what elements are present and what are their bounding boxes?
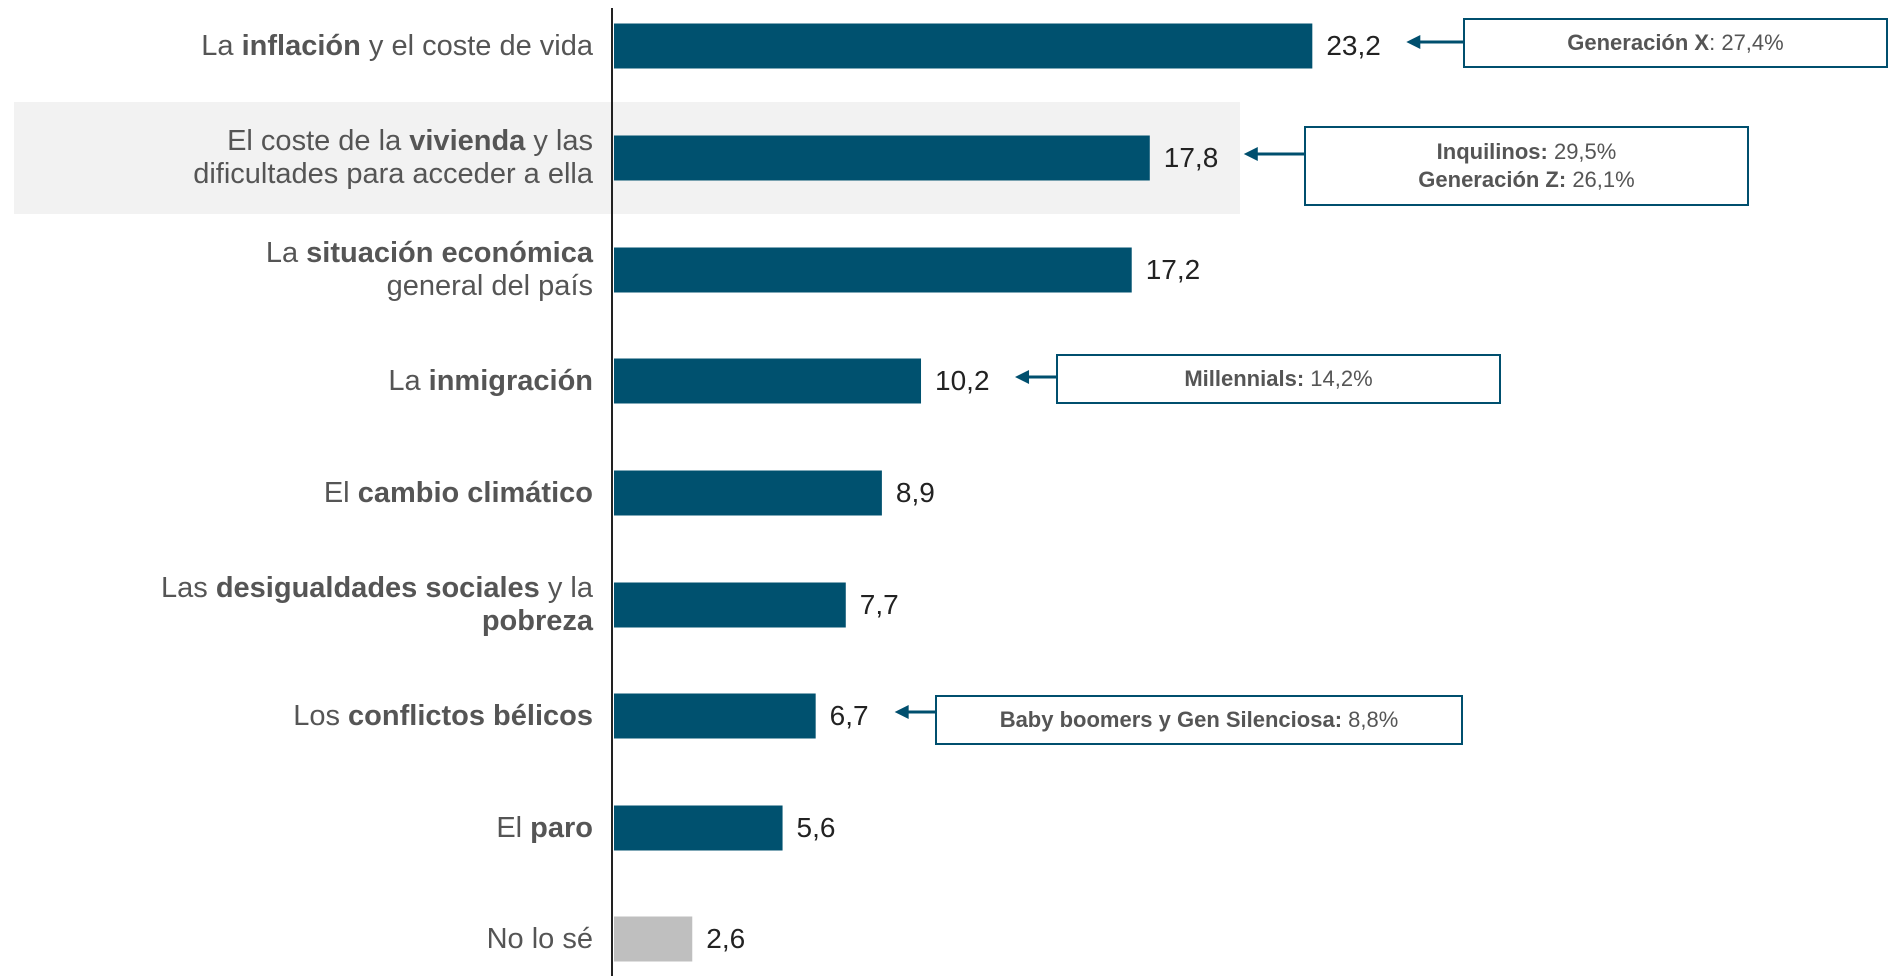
bar	[614, 693, 816, 739]
callout-arrow-head	[1015, 370, 1030, 384]
bar	[614, 470, 882, 516]
callout-line: Inquilinos: 29,5%	[1436, 139, 1617, 164]
bar	[614, 805, 783, 851]
category-label: No lo sé	[486, 922, 593, 955]
callout-line: Baby boomers y Gen Silenciosa: 8,8%	[999, 707, 1399, 732]
callout-box: Millennials: 14,2%	[1056, 354, 1501, 404]
bar	[614, 247, 1132, 293]
callout-line: Generación Z: 26,1%	[1418, 167, 1635, 192]
value-label: 5,6	[796, 812, 836, 843]
value-label: 7,7	[859, 589, 899, 620]
category-label: Los conflictos bélicos	[293, 699, 593, 732]
value-label: 23,2	[1326, 30, 1381, 61]
bar	[614, 358, 922, 404]
bar	[614, 23, 1313, 69]
category-label: El paro	[496, 811, 593, 844]
category-label: El coste de la vivienda y las dificultade…	[193, 125, 593, 190]
category-label: La inflación y el coste de vida	[201, 29, 593, 62]
callout-box: Inquilinos: 29,5% Generación Z: 26,1%	[1304, 126, 1749, 206]
callout-line: Millennials: 14,2%	[1184, 366, 1373, 391]
bar	[614, 916, 693, 962]
value-label: 2,6	[706, 923, 746, 954]
bar	[614, 582, 846, 628]
callout-box: Baby boomers y Gen Silenciosa: 8,8%	[935, 695, 1463, 745]
category-label: La situación económica general del país	[265, 237, 593, 302]
value-label: 17,2	[1145, 254, 1201, 285]
category-label: El cambio climático	[323, 476, 593, 509]
category-label: La inmigración	[388, 364, 593, 397]
callout-line: Generación X: 27,4%	[1567, 30, 1784, 55]
category-label: Las desigualdades sociales y la pobreza	[161, 572, 593, 637]
callout-arrow-head	[894, 705, 909, 719]
callout-arrow-head	[1406, 35, 1421, 49]
callout-arrow-head	[1243, 147, 1258, 161]
bar	[614, 135, 1150, 181]
value-label: 8,9	[895, 477, 935, 508]
value-label: 17,8	[1163, 142, 1219, 173]
callout-box: Generación X: 27,4%	[1463, 18, 1888, 68]
value-label: 10,2	[935, 365, 990, 396]
value-label: 6,7	[829, 700, 869, 731]
